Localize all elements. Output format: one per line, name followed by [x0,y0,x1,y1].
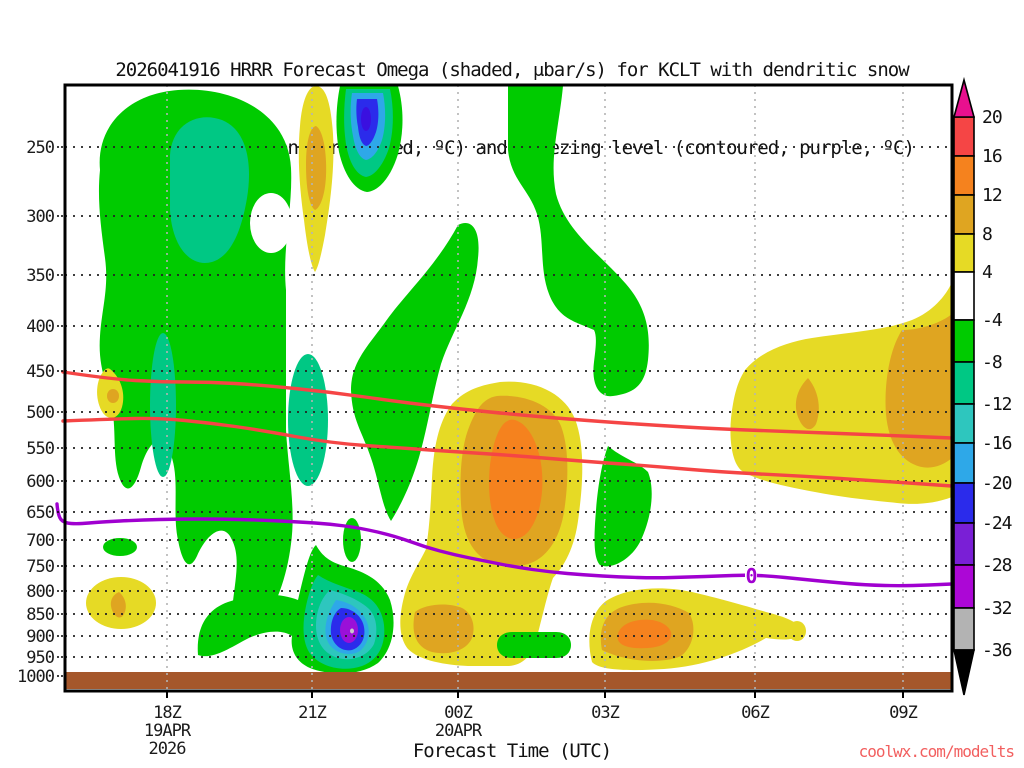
left-mass-core-left [150,333,176,477]
y-tick-label-900: 900 [26,627,54,647]
left-mass-core-right [288,354,328,486]
colorbar-band--12-to--16 [953,403,975,444]
colorbar-band--16-to--20 [953,442,975,484]
colorbar-band--28-to--32 [953,564,975,609]
right-descent-amber-1 [795,378,819,430]
y-tick-label-300: 300 [26,207,54,227]
freezing-label-mask [745,566,757,586]
x-tick-sublabel-19APR: 19APR [144,721,192,741]
upper-ascent-max-core [361,107,371,131]
x-tick-label-00Z: 00Z [444,703,472,723]
y-tick-label-400: 400 [26,317,54,337]
y-tick-label-650: 650 [26,503,54,523]
colorbar-label-16: 16 [982,146,1002,167]
y-tick-label-450: 450 [26,362,54,382]
x-tick-label-09Z: 09Z [889,703,917,723]
colorbar-label-20: 20 [982,107,1002,128]
y-tick-label-500: 500 [26,403,54,423]
dendritic-growth-region-bottom [61,416,954,488]
colorbar-band-16-to-12 [953,155,975,196]
x-tick-label-03Z: 03Z [591,703,619,723]
y-tick-label-950: 950 [26,648,54,668]
colorbar-label--36: -36 [982,640,1012,661]
low-ascent-max-dot [350,628,354,634]
y-tick-label-350: 350 [26,266,54,286]
colorbar-label--32: -32 [982,598,1012,619]
left-mass-core-top [170,117,249,263]
colorbar-over-triangle [952,76,976,118]
v-gridlines [166,85,904,691]
x-tick-label-06Z: 06Z [741,703,769,723]
descent-blob-820hpa-core [110,592,126,618]
low-ascent-tip [103,538,137,556]
central-descent-max-core [488,419,543,539]
y-tick-label-550: 550 [26,439,54,459]
colorbar-band--4-to--8 [953,319,975,363]
colorbar-band-4-to--4 [953,271,975,321]
colorbar-band-20-to-16 [953,116,975,157]
low-ascent-max-core [340,617,358,643]
x-tick-label-21Z: 21Z [298,703,326,723]
colorbar-under-triangle [953,649,975,696]
y-axis: 2503003504004505005506006507007508008509… [17,138,65,687]
y-tick-label-850: 850 [26,605,54,625]
x-tick-sublabel-20APR: 20APR [435,721,483,741]
freezing-level-label: 0 [745,564,756,588]
colorbar-label-12: 12 [982,185,1002,206]
colorbar-label--8: -8 [982,352,1002,373]
y-tick-label-700: 700 [26,531,54,551]
colorbar-label--4: -4 [982,310,1002,331]
freezing-level-contour [55,502,954,588]
colorbar-label--16: -16 [982,433,1012,454]
y-tick-label-250: 250 [26,138,54,158]
colorbar-label--12: -12 [982,394,1012,415]
descent-dot-790hpa [788,621,806,641]
y-tick-label-750: 750 [26,557,54,577]
y-tick-label-1000: 1000 [17,667,55,687]
y-tick-label-600: 600 [26,472,54,492]
colorbar-label-4: 4 [982,262,992,283]
left-ascent-mass [98,89,293,636]
colorbar-band--24-to--28 [953,522,975,566]
plot-border [63,83,954,693]
colorbar-label--28: -28 [982,555,1012,576]
colorbar-label--20: -20 [982,473,1012,494]
colorbar-band--32-to--36 [953,607,975,651]
central-descent-foot-amber [413,604,474,654]
x-tick-label-18Z: 18Z [153,703,181,723]
colorbar-band-8-to-4 [953,233,975,273]
descent-blob-480hpa-core [107,389,119,403]
colorbar-band-12-to-8 [953,194,975,235]
colorbar-band--20-to--24 [953,482,975,524]
colorbar-label--24: -24 [982,513,1012,534]
ascent-blob-03z [594,446,652,567]
watermark: coolwx.com/modelts [858,742,1015,761]
ground-bar [65,672,952,689]
right-descent-amber-2 [885,314,952,468]
colorbar-label-8: 8 [982,224,992,245]
dendritic-growth-region-top [61,370,954,440]
colorbar: 20 16 12 8 4 -4 -8 -12 -16 -20 -24 -28 -32 -36 [952,76,1013,696]
ascent-blob-00z-low [497,632,571,658]
chart-title-line1: 2026041916 HRRR Forecast Omega (shaded, … [115,59,909,81]
upper-mid-ascent-band [508,86,649,397]
x-axis-label: Forecast Time (UTC) [412,740,612,762]
colorbar-band--8-to--12 [953,361,975,405]
y-tick-label-800: 800 [26,582,54,602]
left-mass-hole [250,193,292,253]
x-tick-sublabel-2026: 2026 [149,739,187,759]
low-descent-max-core [617,619,672,649]
shaded-regions [86,86,952,674]
